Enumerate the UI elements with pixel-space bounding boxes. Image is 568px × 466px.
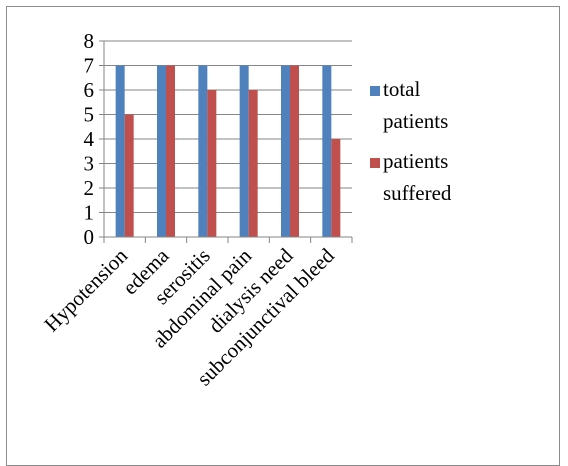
y-tick-label: 3 [84,152,95,176]
gridlines [104,40,352,213]
bar-total-patients [281,65,290,237]
bar-patients-suffered [124,114,134,237]
bar-total-patients [157,65,166,237]
y-tick-label: 7 [84,54,95,78]
bar-total-patients [115,65,125,237]
y-tick-label: 6 [84,78,95,102]
bar-total-patients [322,65,332,237]
legend-label: patients suffered [383,149,452,205]
y-tick-label: 2 [84,176,95,200]
bars [115,65,341,237]
legend-label: total patients [383,77,448,133]
bar-patients-suffered [331,139,341,237]
legend: total patients patients suffered [370,77,452,205]
legend-swatch [370,158,380,168]
y-tick-label: 4 [84,127,95,151]
y-tick-label: 1 [84,201,95,225]
y-tick-label: 0 [84,225,95,249]
x-category-label: Hypotension [39,243,132,336]
bar-patients-suffered [248,90,258,237]
bar-patients-suffered [207,90,217,237]
bar-total-patients [198,65,208,237]
axes [99,40,353,243]
legend-swatch [370,86,380,96]
bar-patients-suffered [166,65,175,237]
y-tick-label: 5 [84,103,95,127]
y-tick-label: 8 [84,29,95,53]
bar-patients-suffered [290,65,299,237]
bar-total-patients [239,65,249,237]
